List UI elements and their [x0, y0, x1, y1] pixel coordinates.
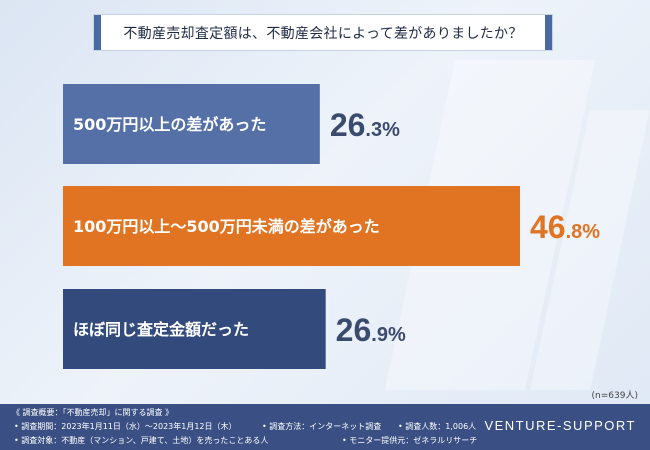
value-label-2: 46.8%: [530, 209, 600, 245]
question-title: 不動産売却査定額は、不動産会社によって差がありましたか？: [123, 25, 523, 42]
survey-method: • 調査方法：インターネット調査: [262, 422, 382, 431]
survey-period: • 調査期間：2023年1月11日（水）〜2023年1月12日（木）: [14, 422, 237, 431]
bar-chart: 500万円以上の差があった 26.3% 100万円以上〜500万円未満の差があった 4…: [63, 84, 600, 369]
bar-label-2: 100万円以上〜500万円未満の差があった: [73, 217, 380, 236]
bar-2: [63, 186, 520, 266]
value-label-1: 26.3%: [330, 107, 400, 143]
survey-overview: 《 調査概要：「不動産売却」に関する調査 》: [12, 408, 174, 417]
survey-footer: 《 調査概要：「不動産売却」に関する調査 》 • 調査期間：2023年1月11日…: [0, 404, 650, 450]
question-box: 不動産売却査定額は、不動産会社によって差がありましたか？: [93, 14, 553, 51]
brand-logo-text: VENTURE-SUPPORT: [484, 418, 636, 433]
survey-count: • 調査人数：1,006人: [398, 422, 477, 431]
bar-label-1: 500万円以上の差があった: [73, 115, 266, 134]
sample-size-note: (n=639人): [591, 391, 638, 401]
survey-target: • 調査対象：不動産（マンション、戸建て、土地）を売ったことある人: [14, 436, 269, 445]
value-label-3: 26.9%: [336, 312, 406, 348]
monitor-provider: • モニター提供元：ゼネラルリサーチ: [342, 436, 478, 445]
bar-label-3: ほぼ同じ査定金額だった: [73, 320, 249, 339]
bar-3: [63, 289, 326, 369]
bar-1: [63, 84, 320, 164]
